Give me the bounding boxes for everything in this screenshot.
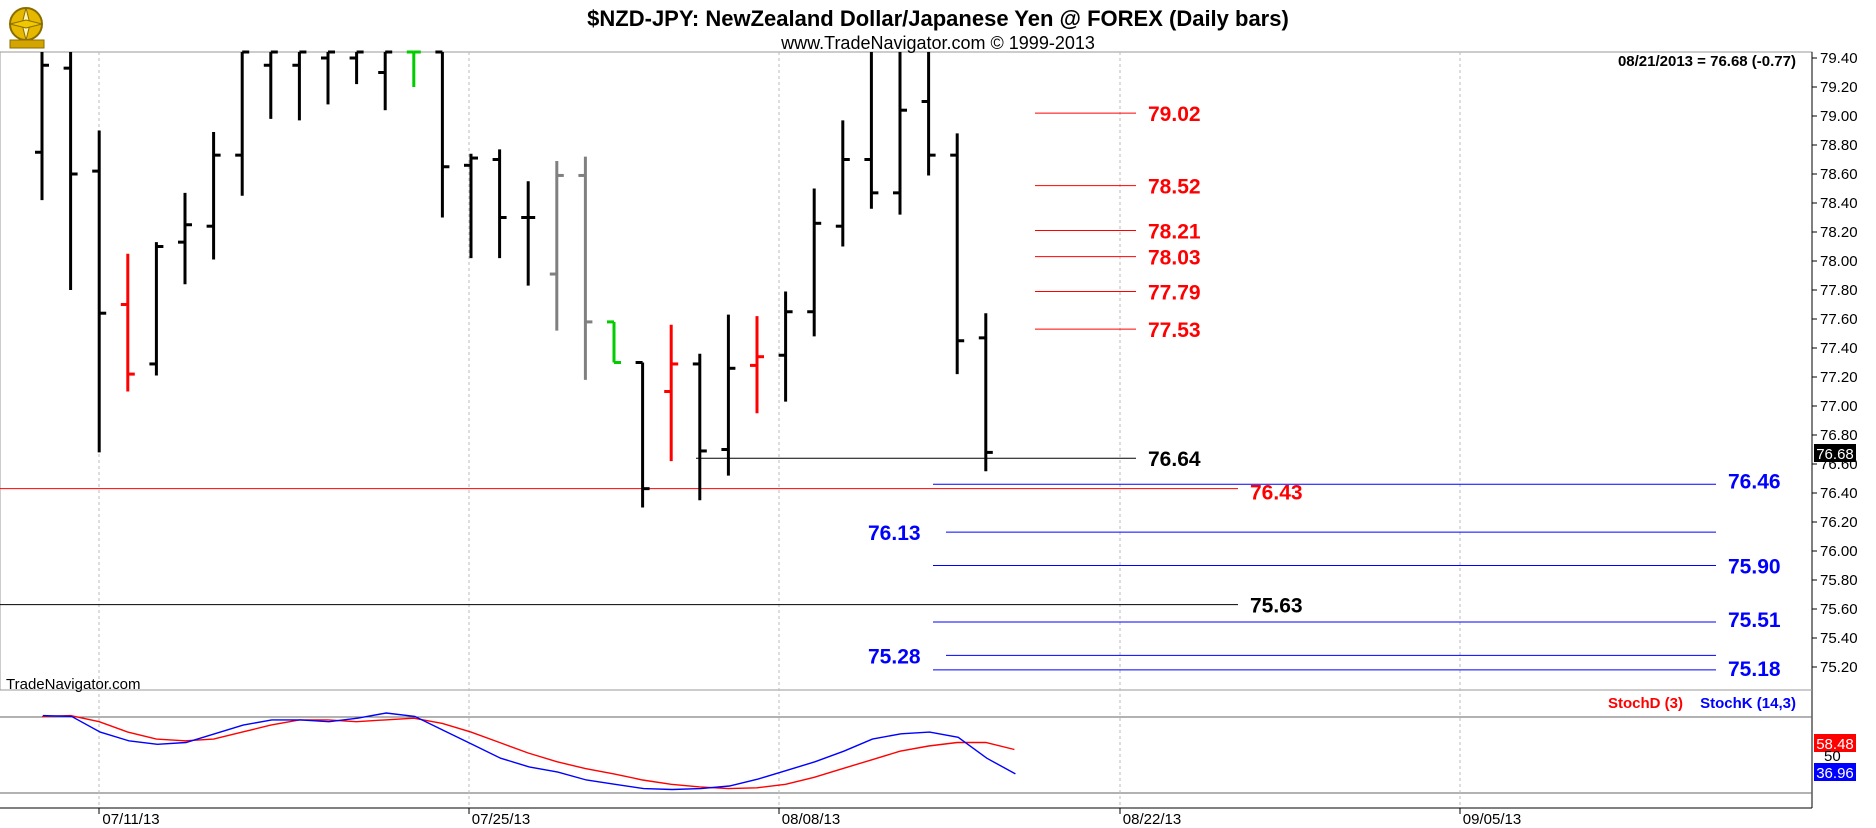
last-price-tag-box <box>1814 444 1856 462</box>
watermark: TradeNavigator.com <box>6 676 141 693</box>
level-label: 78.52 <box>1148 176 1201 199</box>
y-tick-label: 77.00 <box>1820 398 1858 415</box>
y-tick-label: 76.80 <box>1820 427 1858 444</box>
y-tick-label: 79.00 <box>1820 108 1858 125</box>
chart-subtitle: www.TradeNavigator.com © 1999-2013 <box>780 33 1095 53</box>
level-lines: 79.02 78.52 78.21 78.03 77.79 77.53 76.64 76.43… <box>0 103 1781 681</box>
stochd-legend: StochD (3) <box>1608 695 1683 712</box>
level-label: 76.46 <box>1728 470 1781 493</box>
y-tick-label: 75.60 <box>1820 601 1858 618</box>
level-label: 75.51 <box>1728 609 1781 632</box>
y-tick-label: 78.20 <box>1820 224 1858 241</box>
quote-readout: 08/21/2013 = 76.68 (-0.77) <box>1618 53 1796 70</box>
y-tick-label: 77.60 <box>1820 311 1858 328</box>
stochk-legend: StochK (14,3) <box>1700 695 1796 712</box>
stochd-value-box <box>1814 734 1856 752</box>
grid-lines <box>98 52 1461 808</box>
y-tick-label: 75.20 <box>1820 659 1858 676</box>
level-label: 75.18 <box>1728 658 1781 681</box>
x-tick-label: 07/11/13 <box>102 811 159 828</box>
y-tick-label: 75.40 <box>1820 630 1858 647</box>
level-label: 77.79 <box>1148 281 1201 304</box>
level-label: 79.02 <box>1148 103 1201 126</box>
y-tick-label: 78.80 <box>1820 137 1858 154</box>
y-tick-label: 77.40 <box>1820 340 1858 357</box>
price-bars <box>35 50 993 508</box>
stochastic-lines <box>41 712 1016 791</box>
y-tick-label: 77.20 <box>1820 369 1858 386</box>
y-tick-label: 79.20 <box>1820 79 1858 96</box>
y-tick-label: 76.20 <box>1820 514 1858 531</box>
level-label: 75.28 <box>868 645 921 668</box>
stochk-line <box>42 712 1016 791</box>
y-tick-label: 76.40 <box>1820 485 1858 502</box>
x-tick-label: 08/08/13 <box>782 811 840 828</box>
stoch-mid-label: 50 <box>1824 748 1841 765</box>
level-label: 75.90 <box>1728 556 1781 579</box>
y-tick-label: 77.80 <box>1820 282 1858 299</box>
level-label: 78.21 <box>1148 221 1201 244</box>
x-axis-ticks: 07/11/13 07/25/13 08/08/13 08/22/13 09/05/13 <box>98 808 1521 828</box>
stochd-line <box>41 714 1015 790</box>
x-tick-label: 08/22/13 <box>1123 811 1181 828</box>
tradenavigator-logo <box>9 7 45 49</box>
y-tick-label: 78.60 <box>1820 166 1858 183</box>
price-panel-border <box>0 51 1813 691</box>
level-label: 76.64 <box>1148 448 1201 471</box>
x-tick-label: 07/25/13 <box>472 811 530 828</box>
stochk-value: 36.96 <box>1816 765 1854 782</box>
y-tick-label: 79.40 <box>1820 50 1858 67</box>
stochk-value-box <box>1814 763 1856 781</box>
chart-title: $NZD-JPY: NewZealand Dollar/Japanese Yen… <box>587 6 1289 31</box>
x-tick-label: 09/05/13 <box>1463 811 1521 828</box>
level-label: 76.43 <box>1250 482 1303 505</box>
y-tick-label: 75.80 <box>1820 572 1858 589</box>
stochd-value: 58.48 <box>1816 736 1854 753</box>
y-axis-ticks: 79.40 79.20 79.00 78.80 78.60 78.40 78.20 78.00… <box>1812 50 1858 676</box>
level-label: 76.13 <box>868 522 921 545</box>
level-label: 78.03 <box>1148 247 1201 270</box>
y-tick-label: 78.00 <box>1820 253 1858 270</box>
level-label: 75.63 <box>1250 595 1303 618</box>
y-tick-label: 78.40 <box>1820 195 1858 212</box>
level-label: 77.53 <box>1148 319 1201 342</box>
last-price-tag: 76.68 <box>1816 446 1854 463</box>
y-tick-label: 76.00 <box>1820 543 1858 560</box>
